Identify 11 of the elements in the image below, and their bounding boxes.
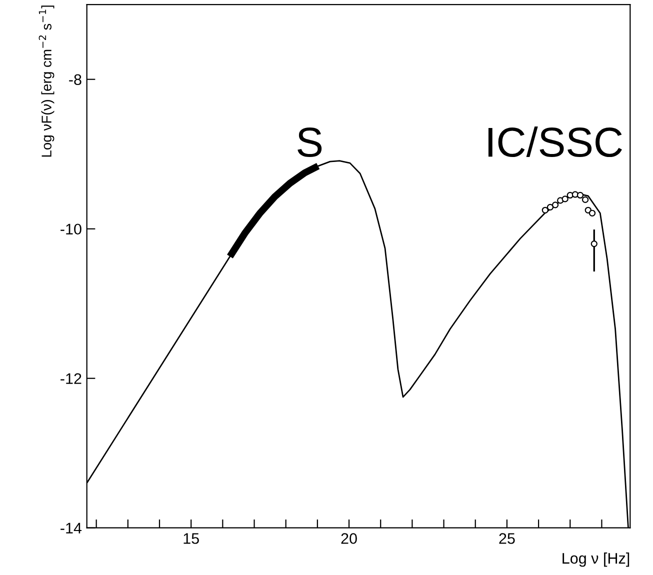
y-tick-label: -12 [60, 373, 82, 384]
y-tick-label: -10 [60, 224, 82, 235]
annotation: IC/SSC [488, 126, 622, 158]
x-tick-label: 20 [341, 533, 357, 544]
x-tick-label: 15 [184, 533, 199, 544]
x-axis-title: Log ν [Hz] [562, 552, 630, 567]
annotation: S [298, 128, 322, 158]
x-tick-label: 25 [499, 533, 515, 544]
y-axis-title: Log νF(ν) [erg cm$^{−2}$ s$^{−1}$] [38, 6, 54, 157]
y-tick-label: -14 [60, 522, 82, 534]
y-tick-label: -8 [69, 74, 82, 86]
